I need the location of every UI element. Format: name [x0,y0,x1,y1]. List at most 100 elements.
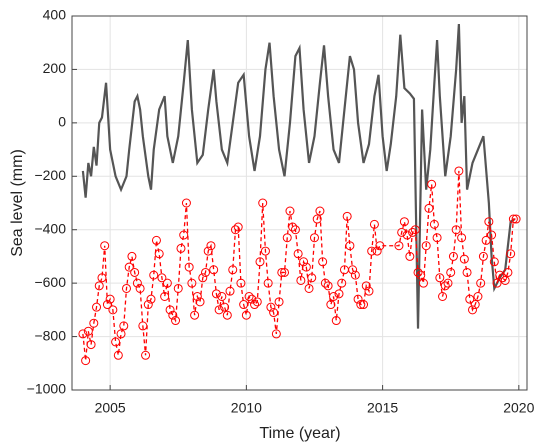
data-point [173,283,183,293]
data-point [446,267,456,277]
data-point [236,278,246,288]
x-axis-label: Time (year) [259,425,340,442]
data-point [468,305,478,315]
data-point [337,278,347,288]
data-point [451,225,461,235]
y-tick-label: −400 [34,220,66,236]
data-point [492,278,502,288]
data-point [225,286,235,296]
y-tick-label: −600 [34,274,66,290]
data-point [405,251,415,261]
data-point [260,246,270,256]
data-point [288,222,298,232]
data-point [435,273,445,283]
data-point [162,278,172,288]
data-point [230,225,240,235]
data-point [241,310,251,320]
data-point [151,235,161,245]
series-line [82,170,517,361]
data-point [184,262,194,272]
data-point [255,257,265,267]
data-point [506,249,516,259]
data-point [269,308,279,318]
data-point [154,249,164,259]
data-point [334,289,344,299]
data-point [214,305,224,315]
data-point [402,230,412,240]
y-tick-label: −200 [34,167,66,183]
data-point [108,305,118,315]
series-line [81,23,516,329]
data-point [476,278,486,288]
data-point [181,198,191,208]
data-point [220,302,230,312]
data-point [282,233,292,243]
data-point [315,206,325,216]
data-point [301,262,311,272]
data-point [203,246,213,256]
data-point [503,267,513,277]
y-tick-label: 0 [58,114,66,130]
data-point [329,292,339,301]
data-point [508,214,518,224]
data-point [86,340,96,350]
data-point [277,267,287,277]
data-point [121,283,131,293]
data-point [359,300,369,310]
data-point [280,267,290,277]
data-point [244,292,254,301]
data-point [198,273,208,283]
plot-frame [71,15,528,391]
data-point [168,310,178,320]
data-point [372,246,382,256]
data-point [356,300,366,310]
data-point [296,275,306,285]
data-point [331,316,341,326]
x-tick-label: 2015 [367,400,398,416]
data-point [222,310,232,320]
data-point [105,294,115,304]
data-point [141,350,151,360]
data-point [271,329,281,339]
data-point [201,267,211,277]
data-point [429,219,439,229]
data-point [470,300,480,310]
data-point [206,241,216,251]
data-point [100,241,110,251]
data-point [484,217,494,227]
data-point [228,265,238,275]
data-point [307,273,317,283]
data-point [135,283,145,293]
y-tick-label: 400 [43,7,67,23]
data-point [304,283,314,293]
data-point [258,198,268,208]
data-point [473,292,483,301]
data-point [179,230,189,240]
data-point [81,356,91,366]
data-point [102,300,112,310]
data-point [113,350,123,360]
data-point [416,270,426,280]
data-point [459,254,469,264]
data-point [353,294,363,304]
data-point [309,233,319,243]
data-point [320,278,330,288]
data-point [394,241,404,251]
data-point [94,281,104,291]
data-point [92,302,102,312]
data-point [239,300,249,310]
data-point [143,300,153,310]
data-point [209,265,219,275]
y-tick-label: −800 [34,327,66,343]
data-point [190,310,200,320]
data-point [511,214,521,224]
data-point [397,227,407,237]
data-point [252,297,262,307]
data-point [413,267,423,277]
x-tick-label: 2010 [231,400,262,416]
data-point [438,292,448,301]
data-point [318,257,328,267]
data-point [299,257,309,267]
data-point [489,257,499,267]
